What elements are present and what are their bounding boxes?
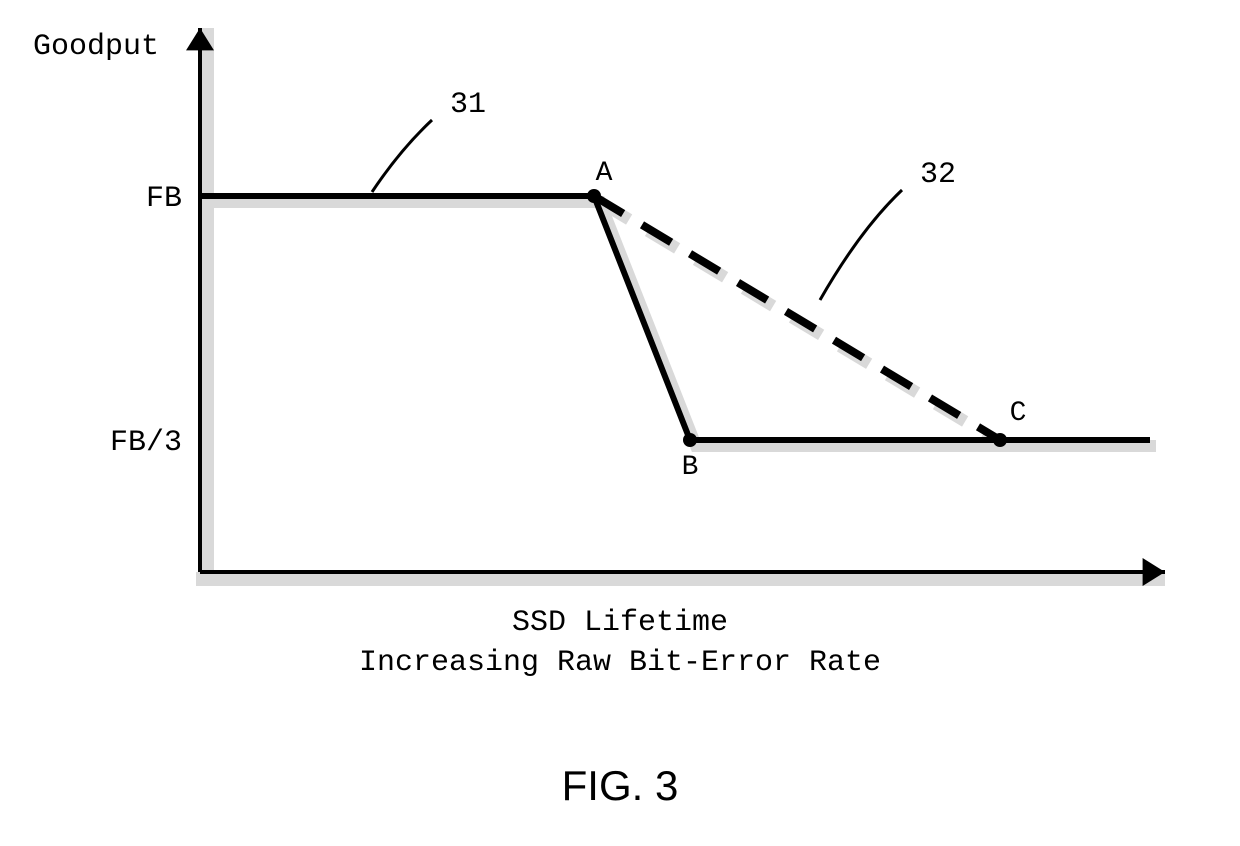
callout-31-leader [372,120,432,192]
x-axis-shadow [196,572,1165,586]
point-b-label: B [682,452,699,483]
y-axis-title: Goodput [33,30,159,64]
data-lines [200,196,1150,440]
y-tick-label-1: FB/3 [110,426,182,460]
figure-caption: FIG. 3 [562,762,679,809]
point-b-marker [683,433,697,447]
shadow-layer [196,28,1165,586]
callout-32-leader [820,190,902,300]
callout-32-label: 32 [920,158,956,192]
point-a-marker [587,189,601,203]
callout-31-label: 31 [450,88,486,122]
axes [186,28,1165,586]
x-axis-title-line-1: Increasing Raw Bit-Error Rate [359,646,881,680]
x-axis-title-line-0: SSD Lifetime [512,606,728,640]
goodput-vs-lifetime-chart: A B C FB FB/3 Goodput SSD Lifetime Increasing R… [0,0,1240,846]
solid-series-line [200,196,1150,440]
y-axis-shadow [200,28,214,572]
point-c-label: C [1010,398,1027,429]
point-a-label: A [596,158,613,189]
point-c-marker [993,433,1007,447]
dashed-series-line [594,196,1000,440]
figure-stage: A B C FB FB/3 Goodput SSD Lifetime Increasing R… [0,0,1240,846]
y-tick-label-0: FB [146,182,182,216]
